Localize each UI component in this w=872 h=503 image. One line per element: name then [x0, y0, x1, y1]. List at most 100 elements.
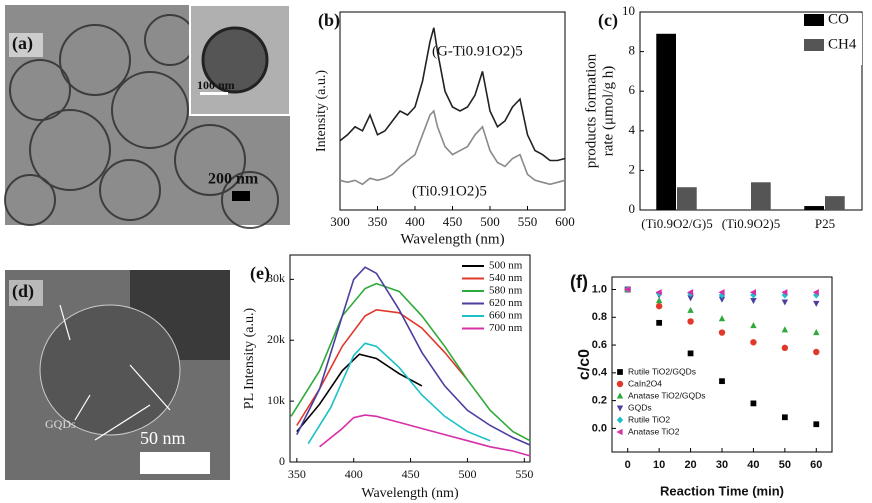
- marker: [749, 289, 756, 296]
- marker: [781, 291, 789, 299]
- plot-frame: [339, 11, 566, 211]
- bar: [656, 33, 676, 210]
- marker: [617, 369, 623, 375]
- marker: [750, 400, 757, 407]
- marker: [719, 378, 725, 385]
- bar: [804, 206, 824, 210]
- series-line: [296, 353, 423, 433]
- x-tick-label: 60: [810, 459, 822, 471]
- series-label: (Ti0.91O2)5: [412, 183, 487, 199]
- marker: [813, 291, 820, 299]
- bar: [677, 187, 697, 210]
- x-axis-label: Wavelength (nm): [361, 486, 459, 501]
- marker: [781, 326, 789, 333]
- chart-panel: (f) 0.0 0.2 0.4 0.6 0.8 1.0 0 10 20 30 40 50 60 Reacti…: [570, 272, 833, 498]
- tem-image-a: (a) 100 nm 200 nm: [4, 4, 291, 229]
- marker: [616, 416, 624, 424]
- x-tick-label: 30: [716, 459, 728, 471]
- panel-label: (e): [250, 263, 270, 284]
- marker: [718, 296, 726, 303]
- x-tick-label: 500: [458, 467, 476, 481]
- annotation: GQDs: [45, 417, 76, 431]
- x-tick-label: 20: [684, 459, 696, 471]
- panel-label: (f): [570, 272, 588, 292]
- marker: [616, 392, 624, 399]
- y-tick-label: 0.2: [592, 395, 607, 407]
- x-tick-label: 450: [402, 467, 420, 481]
- marker: [655, 302, 663, 310]
- marker: [624, 286, 631, 293]
- chart-panel: (e) 0 10k 20k 30k 350 400 450 500 550 Wavelength (…: [242, 254, 533, 501]
- marker: [750, 298, 757, 305]
- legend-label: Rutile TiO2: [628, 414, 670, 424]
- marker: [687, 318, 694, 325]
- x-tick-label: 350: [368, 214, 388, 229]
- series-line: [319, 414, 531, 457]
- legend-label: CO: [828, 11, 849, 27]
- series-line: [290, 282, 531, 442]
- panel-label: (a): [12, 33, 33, 54]
- legend-label: 540 nm: [489, 272, 523, 284]
- x-tick-label: 300: [330, 214, 350, 229]
- y-tick-label: 1.0: [592, 283, 607, 295]
- marker: [687, 350, 694, 357]
- marker: [718, 289, 725, 296]
- marker: [616, 405, 624, 412]
- marker: [813, 421, 820, 428]
- marker: [813, 329, 820, 336]
- legend-swatch: [804, 14, 824, 26]
- marker: [750, 339, 757, 346]
- x-tick-label: 450: [443, 214, 463, 229]
- marker: [616, 428, 623, 436]
- chart-panel: (c) 0 2 4 6 8 10 products formation rate (μmol/g…: [583, 3, 863, 231]
- plot-frame: [289, 254, 531, 463]
- x-axis-label: Wavelength (nm): [400, 231, 504, 247]
- y-tick-label: 4: [629, 122, 636, 137]
- marker: [813, 300, 820, 307]
- x-tick-label: 10: [653, 459, 665, 471]
- x-tick-label: 350: [288, 467, 306, 481]
- marker: [655, 297, 663, 304]
- marker: [813, 348, 820, 356]
- legend-label: Rutile TiO2/GQDs: [628, 366, 696, 376]
- marker: [687, 289, 694, 296]
- y-tick-label: 0.4: [592, 367, 608, 379]
- x-tick-label: (Ti0.9O2)5: [722, 216, 780, 231]
- x-tick-label: 400: [345, 467, 363, 481]
- y-axis-label: c/c0: [576, 349, 593, 380]
- y-tick-label: 20k: [267, 332, 285, 346]
- x-tick-label: 600: [555, 214, 575, 229]
- legend-label: Anatase TiO2: [628, 426, 680, 436]
- legend-label: CH4: [828, 36, 857, 52]
- x-tick-label: 400: [405, 214, 425, 229]
- scale-label: 50 nm: [140, 428, 186, 448]
- legend-label: 580 nm: [489, 285, 523, 297]
- y-axis-label: Intensity (a.u.): [314, 70, 329, 152]
- y-axis-label: products formation: [583, 53, 599, 168]
- y-tick-label: 6: [629, 82, 636, 97]
- y-tick-label: 2: [629, 161, 636, 176]
- marker: [656, 319, 663, 326]
- marker: [781, 414, 788, 421]
- marker: [616, 380, 624, 388]
- legend-label: Anatase TiO2/GQDs: [628, 390, 705, 400]
- legend-swatch: [804, 39, 824, 51]
- scale-label: 200 nm: [208, 171, 259, 188]
- x-tick-label: 40: [747, 459, 759, 471]
- legend-label: 700 nm: [489, 322, 523, 334]
- y-axis-label: PL Intensity (a.u.): [242, 307, 257, 409]
- legend-label: 500 nm: [489, 260, 523, 272]
- marker: [781, 344, 789, 352]
- series-line: [296, 308, 469, 426]
- series-line: [307, 342, 491, 445]
- x-axis-label: Reaction Time (min): [660, 483, 784, 498]
- x-tick-label: 0: [625, 459, 631, 471]
- y-tick-label: 8: [629, 43, 636, 58]
- tem-image-d: (d) GQDs 50 nm: [5, 270, 230, 480]
- chart-panel: (b) 300 350 400 450 500 550 600 Wavelength (nm) I…: [314, 10, 575, 247]
- legend-label: 660 nm: [489, 310, 523, 322]
- marker: [750, 322, 757, 329]
- marker: [687, 306, 694, 313]
- y-axis-label: rate (μmol/g h): [600, 66, 616, 157]
